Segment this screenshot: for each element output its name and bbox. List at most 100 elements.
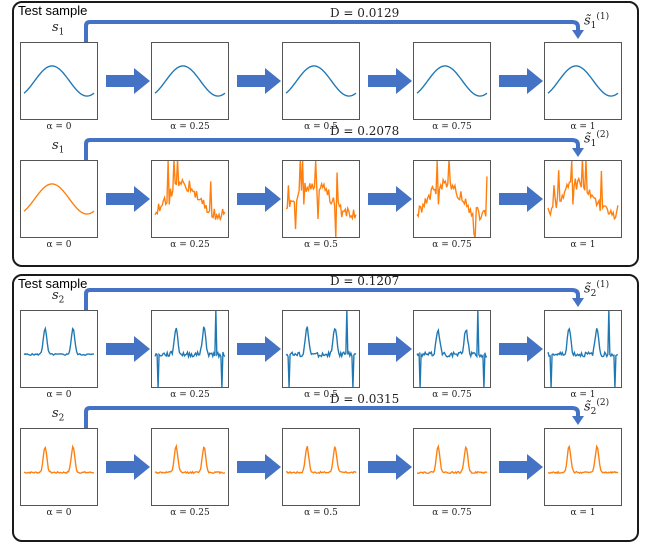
alpha-label: α = 0.5 <box>304 508 338 518</box>
signal-line <box>285 65 357 97</box>
arrow-icon <box>499 454 543 480</box>
distance-label: D = 0.1207 <box>330 274 400 288</box>
alpha-label: α = 1 <box>570 390 596 400</box>
arrow-icon <box>106 186 150 212</box>
signal-line <box>154 443 226 475</box>
signal-line <box>285 446 357 475</box>
alpha-label: α = 0.75 <box>432 508 472 518</box>
target-symbol: s̃ <box>584 13 591 29</box>
signal-plot <box>20 310 98 388</box>
alpha-label: α = 0.25 <box>170 240 210 250</box>
signal-plot <box>282 42 360 120</box>
signal-line <box>547 65 619 97</box>
signal-line <box>285 161 357 237</box>
target-superscript: (1) <box>596 280 610 290</box>
signal-line <box>416 311 488 387</box>
target-symbol: s̃ <box>584 399 591 415</box>
alpha-label: α = 0 <box>46 122 72 132</box>
signal-plot <box>413 428 491 506</box>
alpha-label: α = 0.5 <box>304 240 338 250</box>
signal-line <box>416 161 488 237</box>
arrow-icon <box>237 186 281 212</box>
signal-plot <box>20 428 98 506</box>
arrow-icon <box>106 454 150 480</box>
arrow-icon <box>368 186 412 212</box>
source-label: s1 <box>52 138 64 156</box>
signal-line <box>416 65 488 97</box>
target-label: s̃1(2) <box>584 130 609 149</box>
target-symbol: s̃ <box>584 131 591 147</box>
signal-plot <box>413 160 491 238</box>
source-label: s2 <box>52 406 64 424</box>
alpha-label: α = 0 <box>46 390 72 400</box>
arrow-icon <box>237 68 281 94</box>
arrow-icon <box>106 68 150 94</box>
signal-line <box>23 183 95 215</box>
arrow-icon <box>106 336 150 362</box>
target-label: s̃2(1) <box>584 280 609 299</box>
source-symbol: s <box>52 288 59 303</box>
panel-title: Test sample <box>18 276 88 291</box>
alpha-label: α = 0 <box>46 240 72 250</box>
signal-line <box>547 311 619 387</box>
distance-label: D = 0.2078 <box>330 124 400 138</box>
distance-label: D = 0.0315 <box>330 392 400 406</box>
target-superscript: (2) <box>596 130 610 140</box>
signal-line <box>23 65 95 97</box>
arrow-icon <box>499 186 543 212</box>
alpha-label: α = 0 <box>46 508 72 518</box>
signal-line <box>154 65 226 97</box>
target-subscript: 1 <box>590 138 597 149</box>
target-superscript: (2) <box>596 398 610 408</box>
alpha-label: α = 0.75 <box>432 240 472 250</box>
signal-plot <box>151 42 229 120</box>
panel-title: Test sample <box>18 3 88 18</box>
signal-plot <box>282 428 360 506</box>
alpha-label: α = 0.25 <box>170 508 210 518</box>
alpha-label: α = 0.75 <box>432 122 472 132</box>
signal-plot <box>544 428 622 506</box>
arrow-icon <box>368 68 412 94</box>
alpha-label: α = 1 <box>570 122 596 132</box>
arrow-icon <box>368 336 412 362</box>
signal-line <box>417 443 488 475</box>
source-symbol: s <box>52 20 59 35</box>
alpha-label: α = 0.75 <box>432 390 472 400</box>
signal-plot <box>413 310 491 388</box>
signal-plot <box>544 160 622 238</box>
signal-line <box>548 444 619 475</box>
arrow-icon <box>237 454 281 480</box>
alpha-label: α = 0.25 <box>170 390 210 400</box>
source-label: s1 <box>52 20 64 38</box>
arrow-icon <box>237 336 281 362</box>
signal-line <box>547 161 619 221</box>
source-label: s2 <box>52 288 64 306</box>
source-subscript: 2 <box>58 413 65 424</box>
signal-plot <box>151 428 229 506</box>
source-subscript: 1 <box>58 145 65 156</box>
arrow-icon <box>368 454 412 480</box>
alpha-label: α = 1 <box>570 508 596 518</box>
signal-plot <box>282 310 360 388</box>
source-symbol: s <box>52 138 59 153</box>
alpha-label: α = 0.5 <box>304 390 338 400</box>
signal-plot <box>20 160 98 238</box>
arrow-icon <box>499 336 543 362</box>
source-symbol: s <box>52 406 59 421</box>
alpha-label: α = 1 <box>570 240 596 250</box>
target-subscript: 2 <box>590 406 597 417</box>
signal-plot <box>413 42 491 120</box>
signal-line <box>285 311 357 387</box>
signal-plot <box>544 310 622 388</box>
signal-plot <box>151 160 229 238</box>
target-subscript: 2 <box>590 288 597 299</box>
distance-label: D = 0.0129 <box>330 6 400 20</box>
signal-line <box>23 444 95 475</box>
arrow-icon <box>499 68 543 94</box>
signal-line <box>23 326 95 357</box>
signal-line <box>154 161 226 222</box>
alpha-label: α = 0.25 <box>170 122 210 132</box>
signal-plot <box>544 42 622 120</box>
target-subscript: 1 <box>590 20 597 31</box>
source-subscript: 1 <box>58 27 65 38</box>
